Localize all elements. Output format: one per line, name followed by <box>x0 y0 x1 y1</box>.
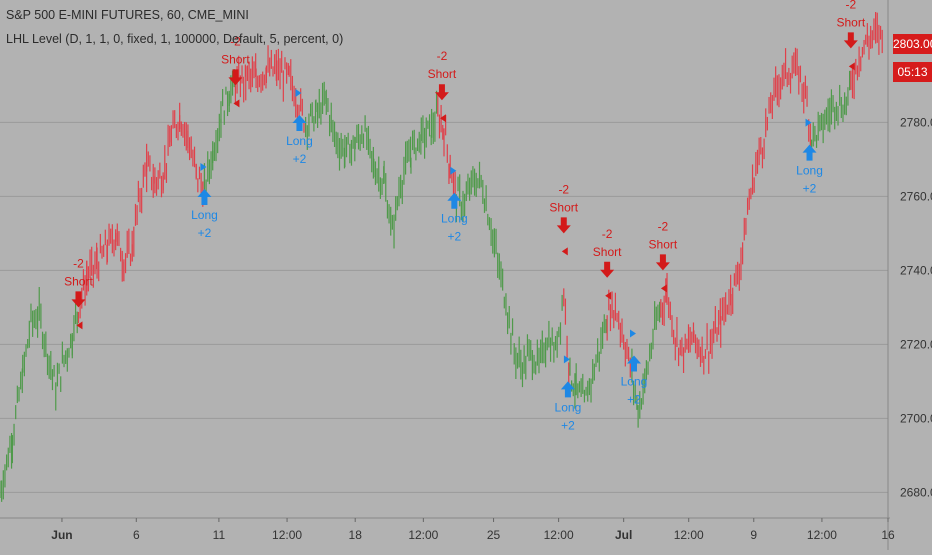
signal-label: Short <box>221 52 250 66</box>
signal-label: Long <box>191 208 218 222</box>
long-arrow-icon <box>802 144 817 161</box>
short-signal: Short -2 <box>649 219 678 293</box>
signal-label: Short <box>64 274 93 288</box>
long-arrow-icon <box>626 355 641 372</box>
signal-qty: +2 <box>561 418 575 432</box>
entry-marker-icon <box>295 89 302 97</box>
signal-qty: -2 <box>437 49 448 63</box>
entry-marker-icon <box>561 247 568 256</box>
entry-marker-icon <box>848 62 855 71</box>
entry-marker-icon <box>605 291 612 300</box>
x-tick-label: 9 <box>750 528 757 542</box>
y-tick-label: 2740.00 <box>900 263 932 277</box>
y-tick-label: 2700.00 <box>900 411 932 425</box>
x-tick-label: 16 <box>881 528 895 542</box>
long-signal: Long +2 <box>191 163 218 240</box>
last-price-tag: 2803.00 <box>893 34 932 54</box>
signal-label: Long <box>286 134 313 148</box>
short-signal: Short -2 <box>221 34 250 108</box>
signal-label: Short <box>836 15 865 29</box>
x-tick-label: 18 <box>349 528 363 542</box>
x-tick-label: 11 <box>213 528 226 542</box>
entry-marker-icon <box>233 99 240 108</box>
signal-qty: +2 <box>803 182 817 196</box>
signal-qty: +2 <box>627 393 641 407</box>
x-tick-label: 12:00 <box>807 528 837 542</box>
short-arrow-icon <box>434 84 449 101</box>
entry-marker-icon <box>439 114 446 123</box>
signal-qty: -2 <box>558 182 569 196</box>
long-signal: Long +2 <box>441 166 468 244</box>
signal-label: Long <box>555 400 582 414</box>
y-tick-label: 2680.00 <box>900 485 932 499</box>
entry-marker-icon <box>563 355 570 364</box>
entry-marker-icon <box>200 163 207 171</box>
signal-qty: -2 <box>230 34 241 48</box>
strategy-signals: Short -2 Long +2 Short -2 Long +2 Short -2 Long +2 S… <box>64 0 866 432</box>
x-tick-label: 25 <box>487 528 501 542</box>
x-tick-label: 6 <box>133 528 140 542</box>
entry-marker-icon <box>805 118 812 127</box>
long-arrow-icon <box>197 189 212 205</box>
bar-countdown-tag: 05:13 <box>893 62 932 82</box>
entry-marker-icon <box>76 321 83 330</box>
long-arrow-icon <box>447 192 462 209</box>
signal-qty: -2 <box>602 227 613 241</box>
short-signal: Short -2 <box>549 182 579 256</box>
grid <box>0 121 888 493</box>
short-arrow-icon <box>71 291 86 308</box>
short-arrow-icon <box>228 69 243 86</box>
short-signal: Short -2 <box>836 0 866 71</box>
signal-qty: -2 <box>73 256 84 270</box>
signal-label: Long <box>796 164 823 178</box>
long-signal: Long +2 <box>286 89 313 166</box>
short-signal: Short -2 <box>593 227 622 300</box>
x-tick-label: 12:00 <box>544 528 574 542</box>
y-tick-label: 2720.00 <box>900 337 932 351</box>
short-arrow-icon <box>655 254 670 271</box>
signal-label: Long <box>441 212 468 226</box>
indicator-label[interactable]: LHL Level (D, 1, 1, 0, fixed, 1, 100000,… <box>6 32 344 46</box>
x-tick-label: Jun <box>51 528 72 542</box>
short-arrow-icon <box>556 217 571 234</box>
long-arrow-icon <box>560 381 575 398</box>
x-tick-label: Jul <box>615 528 632 542</box>
long-signal: Long +2 <box>621 329 648 407</box>
signal-qty: -2 <box>658 219 669 233</box>
y-tick-label: 2780.00 <box>900 115 932 129</box>
y-tick-label: 2760.00 <box>900 189 932 203</box>
signal-qty: +2 <box>198 226 212 240</box>
signal-label: Long <box>621 375 648 389</box>
entry-marker-icon <box>660 284 667 293</box>
long-arrow-icon <box>292 115 307 131</box>
signal-label: Short <box>649 237 678 251</box>
entry-marker-icon <box>450 166 457 175</box>
signal-qty: +2 <box>293 152 307 166</box>
symbol-title: S&P 500 E-MINI FUTURES, 60, CME_MINI <box>6 8 249 22</box>
short-signal: Short -2 <box>428 49 457 123</box>
signal-label: Short <box>549 200 578 214</box>
signal-qty: -2 <box>845 0 856 11</box>
short-signal: Short -2 <box>64 256 93 330</box>
x-tick-label: 12:00 <box>674 528 704 542</box>
signal-label: Short <box>593 245 622 259</box>
x-tick-label: 12:00 <box>272 528 302 542</box>
long-signal: Long +2 <box>555 355 582 432</box>
signal-qty: +2 <box>447 230 461 244</box>
long-signal: Long +2 <box>796 118 823 196</box>
short-arrow-icon <box>600 261 615 278</box>
signal-label: Short <box>428 67 457 81</box>
short-arrow-icon <box>843 32 858 49</box>
price-bars <box>0 12 883 502</box>
entry-marker-icon <box>629 329 636 338</box>
x-tick-label: 12:00 <box>408 528 438 542</box>
